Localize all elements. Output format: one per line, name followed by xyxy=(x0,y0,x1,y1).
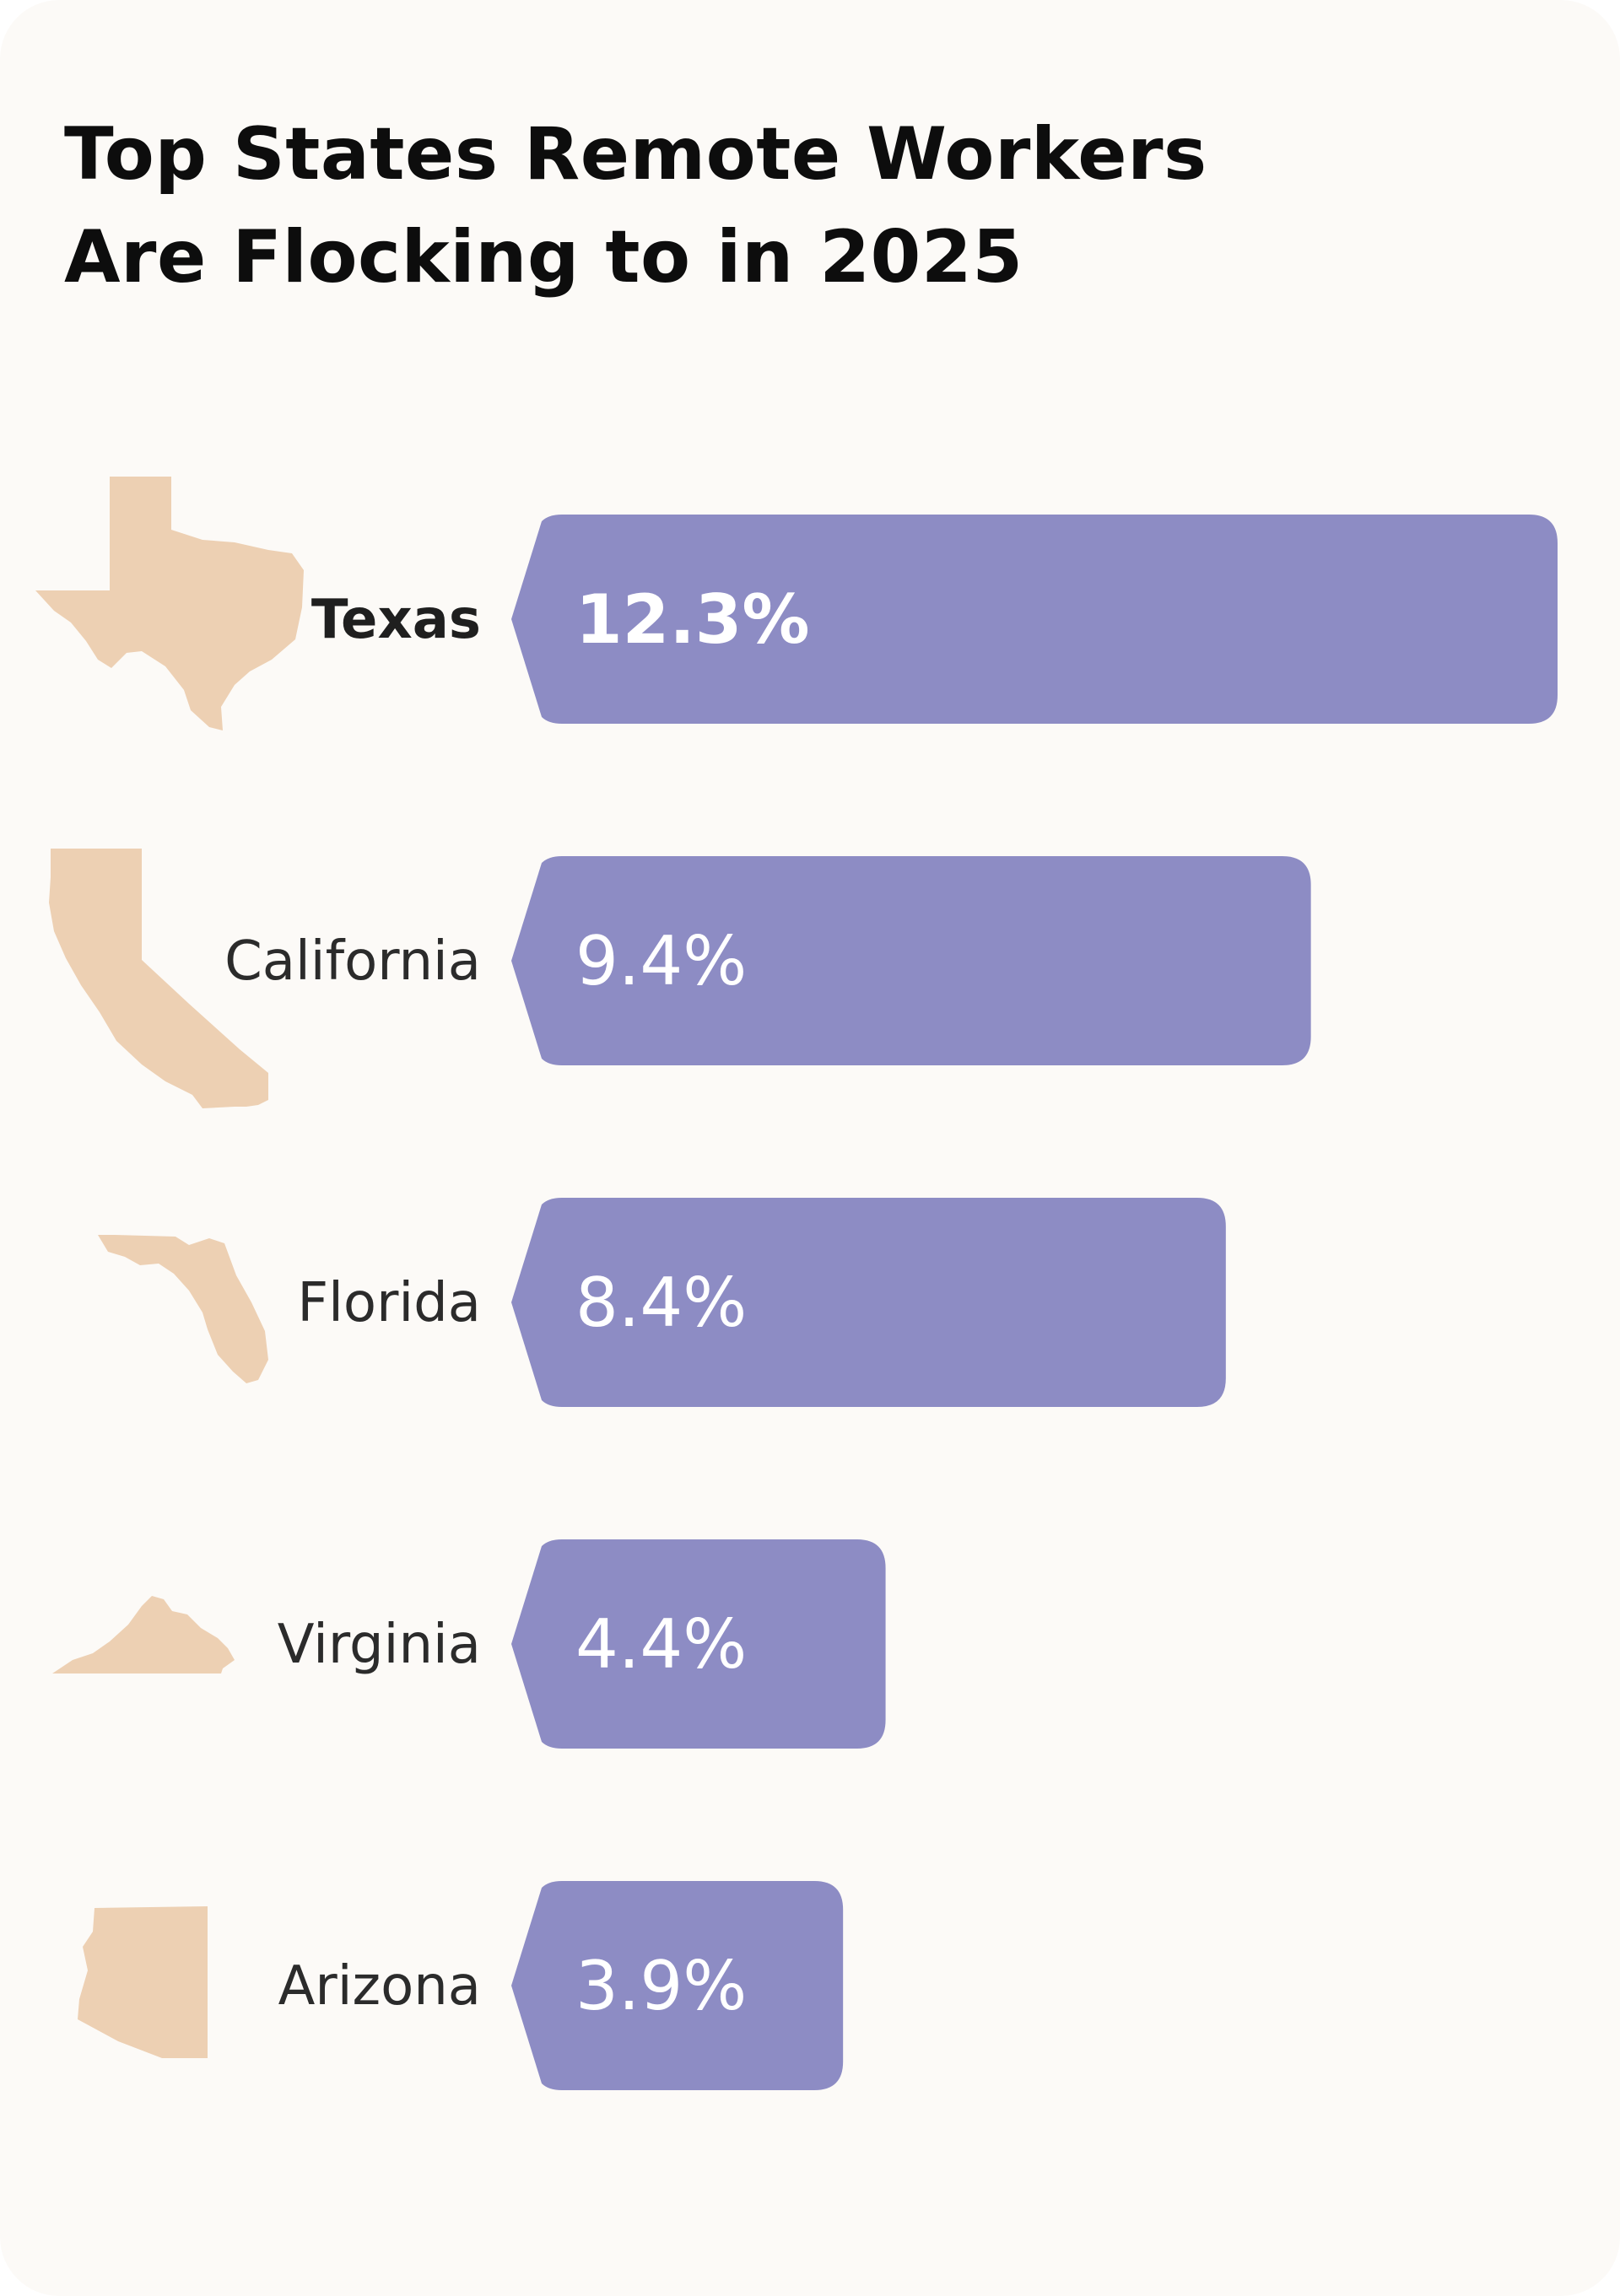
bar-arizona xyxy=(511,1881,844,2090)
texas-map-icon xyxy=(35,477,304,730)
category-label-arizona: Arizona xyxy=(278,1955,481,2018)
data-label-virginia: 4.4% xyxy=(575,1605,747,1684)
virginia-map-icon xyxy=(52,1596,235,1673)
data-label-florida: 8.4% xyxy=(575,1264,747,1342)
bar-california xyxy=(511,856,1311,1065)
category-label-texas: Texas xyxy=(311,589,481,651)
chart-title-line-2: Are Flocking to in 2025 xyxy=(64,215,1023,299)
arizona-map-icon xyxy=(78,1906,208,2058)
bar-texas xyxy=(511,515,1558,724)
florida-map-icon xyxy=(98,1235,268,1383)
bar-florida xyxy=(511,1198,1226,1407)
data-label-california: 9.4% xyxy=(575,922,747,1000)
category-label-virginia: Virginia xyxy=(278,1614,481,1676)
category-label-florida: Florida xyxy=(297,1272,481,1334)
category-label-california: California xyxy=(224,930,481,993)
data-label-arizona: 3.9% xyxy=(575,1947,747,2025)
chart-title-line-1: Top States Remote Workers xyxy=(64,112,1207,197)
california-map-icon xyxy=(49,849,268,1108)
data-label-texas: 12.3% xyxy=(575,580,810,659)
bar-virginia xyxy=(511,1539,886,1749)
chart-title: Top States Remote Workers Are Flocking t… xyxy=(64,103,1498,309)
